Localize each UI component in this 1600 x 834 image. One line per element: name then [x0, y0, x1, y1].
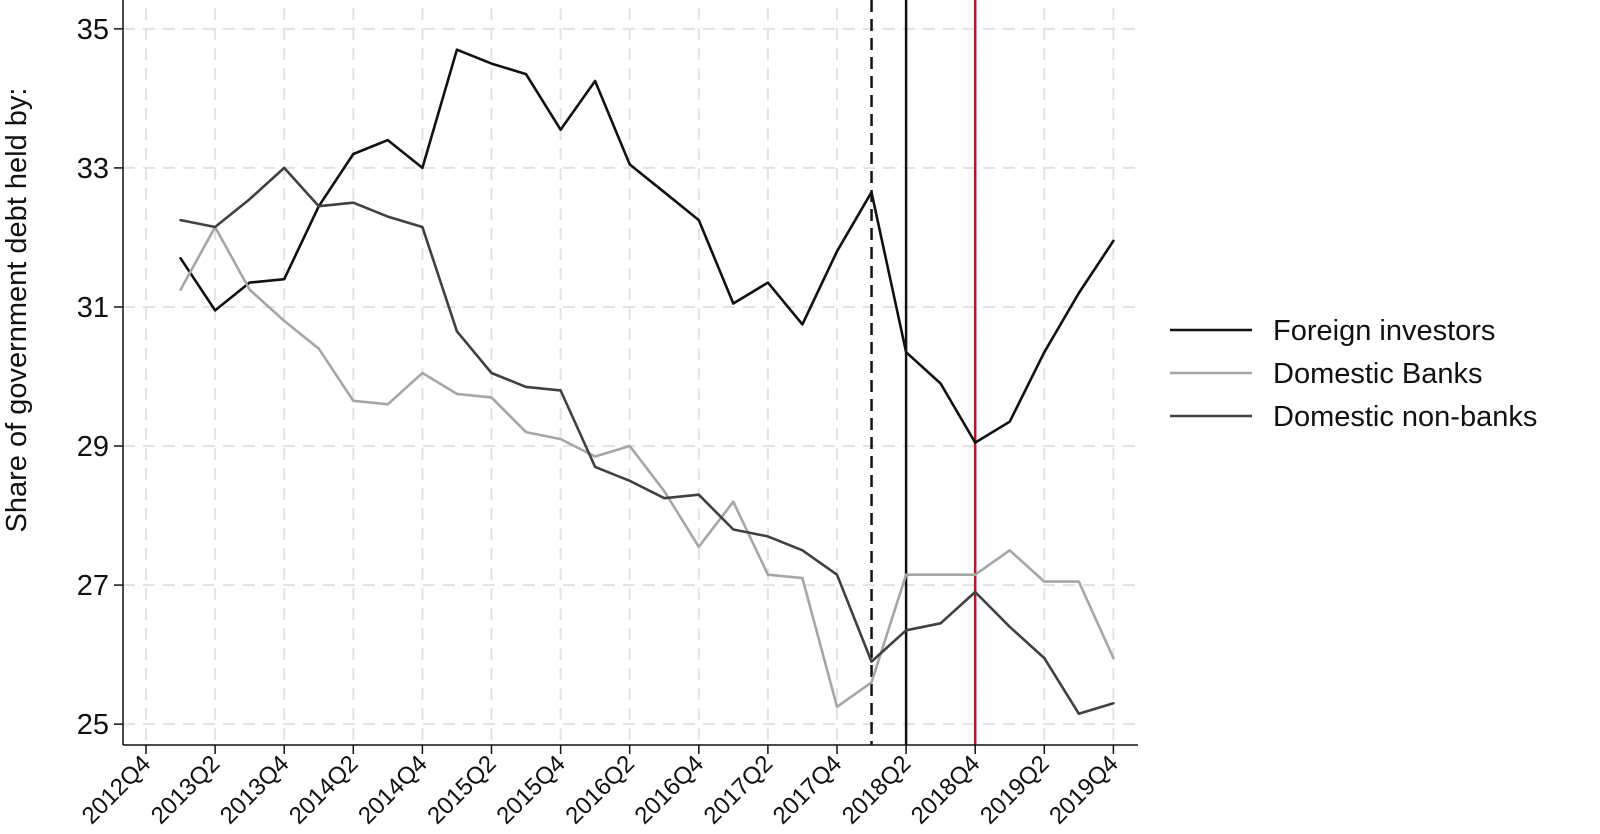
axes: [122, 0, 1138, 746]
x-tick-label: 2017Q2: [699, 750, 778, 829]
x-tick-label: 2014Q2: [284, 750, 363, 829]
x-tick-label: 2017Q4: [768, 750, 847, 829]
y-tick-label: 29: [77, 431, 109, 463]
y-tick-label: 33: [77, 153, 109, 185]
legend-label: Domestic Banks: [1273, 358, 1483, 390]
y-tick-label: 25: [77, 709, 109, 741]
event-lines: [870, 0, 977, 745]
series-line-foreign-investors: [179, 48, 1115, 444]
x-tick-label: 2018Q2: [837, 750, 916, 829]
legend: Foreign investors Domestic Banks Domestic …: [1170, 315, 1537, 433]
x-tick-label: 2018Q4: [906, 750, 985, 829]
x-tick-label: 2016Q2: [560, 750, 639, 829]
x-tick-label: 2012Q4: [77, 750, 156, 829]
x-axis-ticks: 2012Q42013Q22013Q42014Q22014Q42015Q22015…: [77, 745, 1124, 830]
x-tick-label: 2014Q4: [353, 750, 432, 829]
y-tick-label: 27: [77, 570, 109, 602]
y-axis-ticks: 25 27 29 31 33 35: [77, 14, 123, 741]
x-tick-label: 2015Q2: [422, 750, 501, 829]
legend-label: Foreign investors: [1273, 315, 1495, 347]
y-axis-label: Share of government debt held by:: [1, 88, 33, 533]
series-line-domestic-non-banks: [179, 166, 1115, 716]
x-tick-label: 2013Q2: [146, 750, 225, 829]
x-tick-label: 2019Q4: [1044, 750, 1123, 829]
x-tick-label: 2019Q2: [975, 750, 1054, 829]
grid: [123, 8, 1138, 745]
y-tick-label: 35: [77, 14, 109, 46]
y-tick-label: 31: [77, 292, 109, 324]
legend-label: Domestic non-banks: [1273, 401, 1537, 433]
series-line-domestic-banks: [179, 225, 1115, 709]
series-lines: [179, 48, 1115, 716]
x-tick-label: 2015Q4: [491, 750, 570, 829]
x-tick-label: 2013Q4: [215, 750, 294, 829]
x-tick-label: 2016Q4: [630, 750, 709, 829]
